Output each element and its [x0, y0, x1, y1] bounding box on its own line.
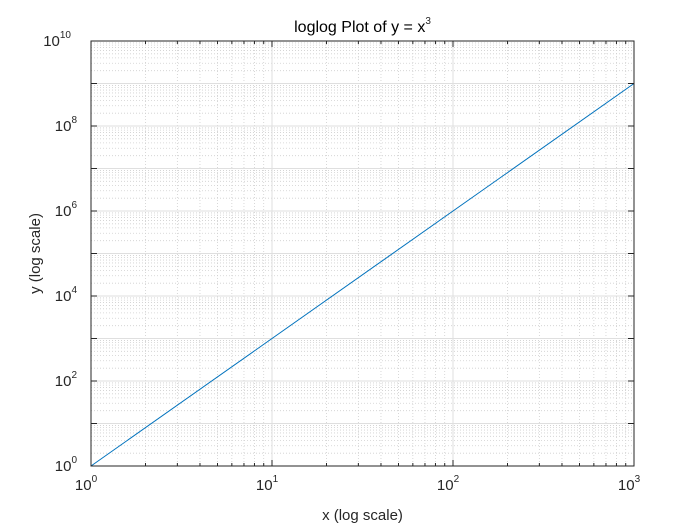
- tick-marks: [90, 40, 635, 467]
- chart-title-superscript: 3: [425, 16, 431, 27]
- y-tick-label: 104: [55, 285, 78, 305]
- y-tick-label: 1010: [43, 30, 71, 50]
- chart-title-text: loglog Plot of y = x: [294, 19, 425, 36]
- x-axis-label: x (log scale): [322, 507, 403, 524]
- series-line: [90, 83, 635, 467]
- y-tick-label: 102: [55, 370, 78, 390]
- x-tick-label: 102: [437, 474, 460, 494]
- x-tick-label: 103: [618, 474, 641, 494]
- y-tick-label: 100: [55, 455, 78, 475]
- y-tick-labels: 100 102 104 106 108 1010: [43, 30, 77, 475]
- y-tick-label: 106: [55, 200, 78, 220]
- y-axis-label: y (log scale): [27, 213, 44, 294]
- x-tick-label: 100: [75, 474, 98, 494]
- x-tick-labels: 100 101 102 103: [75, 474, 641, 494]
- minor-grid: [91, 41, 634, 466]
- x-tick-label: 101: [256, 474, 279, 494]
- y-tick-label: 108: [55, 115, 78, 135]
- series-layer: [90, 83, 635, 467]
- chart-title: loglog Plot of y = x3: [294, 16, 431, 36]
